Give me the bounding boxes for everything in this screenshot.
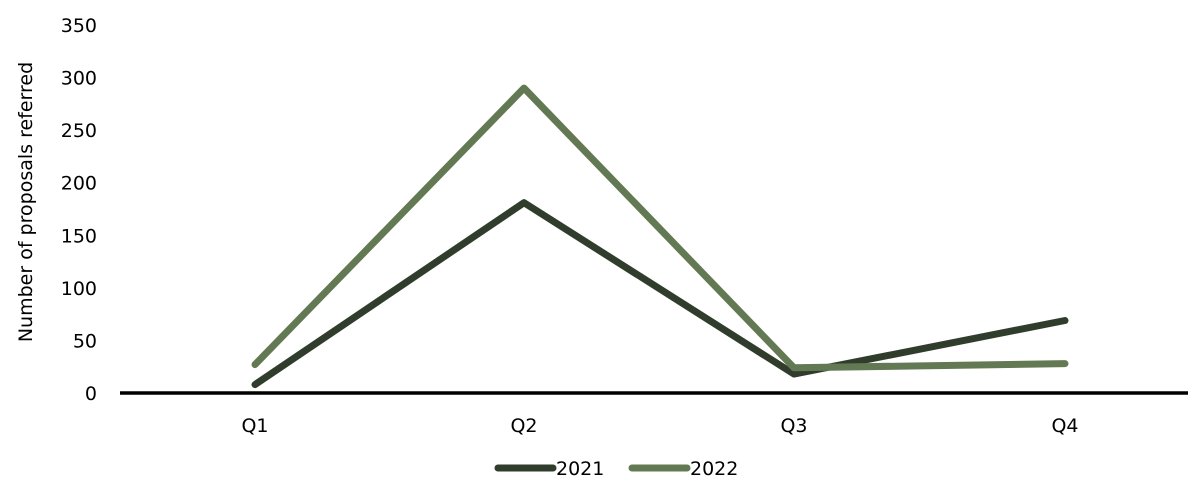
y-tick-label: 200 [61,173,97,195]
y-tick-label: 150 [61,225,97,247]
series-lines [251,84,1069,389]
series-line-2022 [251,84,1069,372]
legend-label-2022: 2022 [690,458,738,479]
x-axis-ticks: Q1 Q2 Q3 Q4 [241,415,1078,437]
y-tick-label: 250 [61,120,97,142]
series-line-2021 [251,199,1069,389]
legend: 2021 2022 [494,458,738,479]
x-tick-label: Q4 [1051,415,1078,437]
x-tick-label: Q1 [241,415,268,437]
y-axis-ticks: 0 50 100 150 200 250 300 350 [61,15,97,405]
y-tick-label: 100 [61,278,97,300]
legend-label-2021: 2021 [556,458,604,479]
y-tick-label: 350 [61,15,97,37]
x-tick-label: Q2 [510,415,537,437]
y-tick-label: 300 [61,68,97,90]
x-tick-label: Q3 [780,415,807,437]
y-axis-title: Number of proposals referred [15,62,37,342]
y-tick-label: 0 [85,383,97,405]
y-tick-label: 50 [73,330,97,352]
